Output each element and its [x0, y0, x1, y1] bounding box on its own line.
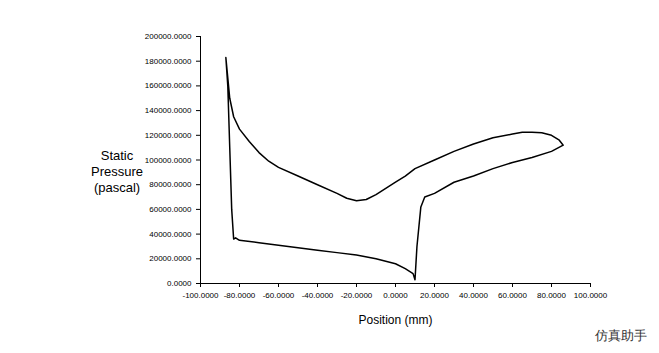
svg-text:40000.0000: 40000.0000	[149, 230, 192, 239]
svg-text:0.0000: 0.0000	[167, 279, 192, 288]
html-text:Static Pressure (pascal): Static Pressure (pascal)	[91, 148, 143, 195]
svg-text:-100.0000: -100.0000	[182, 291, 219, 300]
svg-text:100000.0000: 100000.0000	[145, 156, 192, 165]
svg-text:20000.0000: 20000.0000	[149, 254, 192, 263]
svg-text:100.0000: 100.0000	[574, 291, 608, 300]
svg-text:Position (mm): Position (mm)	[358, 313, 432, 327]
svg-text:0.0000: 0.0000	[383, 291, 408, 300]
svg-text:140000.0000: 140000.0000	[145, 106, 192, 115]
svg-text:160000.0000: 160000.0000	[145, 81, 192, 90]
svg-text:60000.0000: 60000.0000	[149, 205, 192, 214]
svg-text:-60.0000: -60.0000	[263, 291, 295, 300]
svg-text:80.0000: 80.0000	[537, 291, 566, 300]
svg-text:120000.0000: 120000.0000	[145, 131, 192, 140]
svg-text:-80.0000: -80.0000	[224, 291, 256, 300]
svg-text:200000.0000: 200000.0000	[145, 32, 192, 41]
svg-text:20.0000: 20.0000	[420, 291, 449, 300]
svg-text:-20.0000: -20.0000	[341, 291, 373, 300]
html-text:仿真助手: 仿真助手	[595, 328, 647, 343]
svg-text:40.0000: 40.0000	[459, 291, 488, 300]
svg-text:60.0000: 60.0000	[498, 291, 527, 300]
svg-text:180000.0000: 180000.0000	[145, 57, 192, 66]
svg-text:80000.0000: 80000.0000	[149, 180, 192, 189]
svg-text:-40.0000: -40.0000	[302, 291, 334, 300]
